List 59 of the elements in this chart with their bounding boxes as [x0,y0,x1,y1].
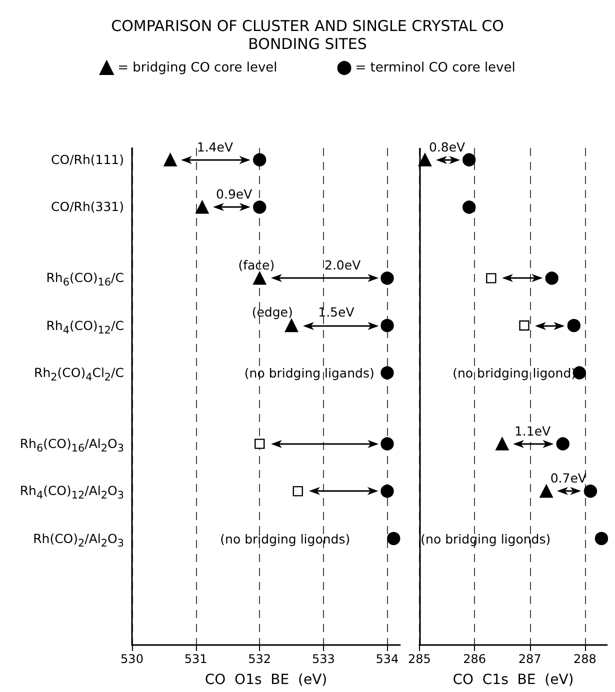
point [254,438,265,449]
point [567,318,581,332]
x-tick-label: 534 [376,652,399,666]
y-tick-label: Rh(CO)$_{2}$/Al$_{2}$O$_{3}$ [33,530,124,551]
x-axis-title: CO O1s BE (eV) [204,672,328,688]
y-tick-label: Rh$_{4}$(CO)$_{12}$/Al$_{2}$O$_{3}$ [20,482,124,504]
x-tick-label: 285 [408,652,431,666]
point [253,272,266,285]
chart-title: COMPARISON OF CLUSTER AND SINGLE CRYSTAL CO BONDING SITES [111,17,504,53]
point [584,484,598,498]
point [380,318,394,332]
point [196,200,209,214]
x-tick-label: 286 [463,652,486,666]
y-tick-label: Rh$_{6}$(CO)$_{16}$/C [46,269,124,291]
point [253,200,266,214]
annotation: (no bridging ligonds) [220,531,350,546]
annotation: (no bridging ligands) [244,365,374,380]
point [380,272,394,285]
annotation: (face) [238,258,275,273]
x-axis-title: CO C1s BE (eV) [452,672,574,688]
point [380,484,394,498]
annotation: 1.5eV [318,304,354,320]
y-tick-label: Rh$_{2}$(CO)$_{4}$Cl$_{2}$/C [34,364,124,386]
point [594,532,608,546]
point [462,200,476,214]
annotation: 2.0eV [324,258,361,273]
point [284,318,298,332]
point [380,366,394,380]
point [519,320,530,331]
point [462,153,476,166]
y-tick-label: CO/Rh(111) [51,150,124,169]
x-tick-label: 532 [248,652,272,666]
annotation: (no bridging ligonds) [420,531,551,546]
point [380,437,394,450]
point [164,153,177,166]
x-tick-label: 287 [518,652,542,666]
annotation: 0.9eV [216,186,252,202]
legend-label: = terminol CO core level [355,60,516,76]
point [418,153,432,166]
point [540,484,553,498]
annotation: 0.7eV [550,470,586,486]
y-tick-label: CO/Rh(331) [51,198,124,216]
point [292,486,304,496]
x-tick-label: 531 [184,652,208,666]
y-tick-label: Rh$_{4}$(CO)$_{12}$/C [46,316,124,338]
x-tick-label: 533 [312,652,335,666]
point [556,437,570,450]
annotation: (edge) [252,304,293,320]
annotation: 0.8eV [428,139,466,154]
point [253,153,266,166]
legend-label: = bridging CO core level [118,60,278,76]
point [496,437,509,450]
point [545,272,558,285]
x-tick-label: 288 [573,652,596,666]
annotation: 1.4eV [196,139,233,154]
point [387,532,400,546]
point [486,273,496,284]
x-tick-label: 530 [120,652,144,666]
y-tick-label: Rh$_{6}$(CO)$_{16}$/Al$_{2}$O$_{3}$ [20,434,124,456]
